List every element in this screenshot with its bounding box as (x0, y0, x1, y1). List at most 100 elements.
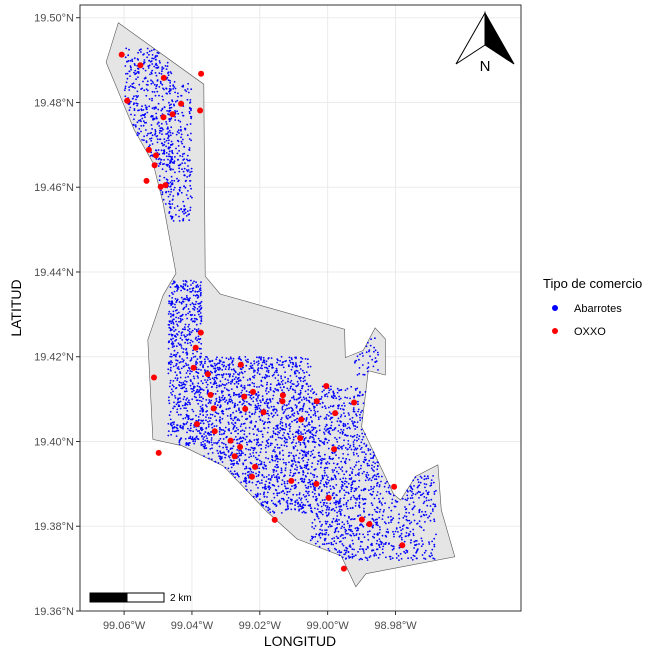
abarrotes-point (168, 106, 171, 109)
abarrotes-point (421, 554, 424, 556)
abarrotes-point (244, 477, 246, 480)
abarrotes-point (255, 393, 257, 395)
abarrotes-point (247, 448, 250, 451)
abarrotes-point (340, 540, 342, 543)
abarrotes-point (293, 459, 296, 462)
abarrotes-point (288, 451, 290, 454)
abarrotes-point (357, 410, 359, 413)
abarrotes-point (308, 504, 311, 507)
abarrotes-point (289, 430, 291, 433)
abarrotes-point (305, 417, 308, 419)
abarrotes-point (167, 134, 170, 137)
abarrotes-point (199, 289, 202, 292)
abarrotes-point (189, 370, 192, 372)
abarrotes-point (232, 459, 235, 462)
abarrotes-point (241, 372, 244, 375)
abarrotes-point (208, 432, 211, 435)
abarrotes-point (310, 466, 313, 468)
abarrotes-point (297, 393, 300, 395)
abarrotes-point (425, 513, 428, 516)
abarrotes-point (179, 120, 182, 123)
abarrotes-point (305, 465, 308, 467)
abarrotes-point (270, 357, 273, 359)
abarrotes-point (424, 549, 427, 552)
abarrotes-point (267, 391, 270, 393)
abarrotes-point (343, 461, 346, 464)
abarrotes-point (191, 196, 193, 199)
abarrotes-point (222, 446, 225, 449)
abarrotes-point (370, 467, 373, 470)
abarrotes-point (318, 429, 321, 432)
abarrotes-point (261, 385, 264, 387)
abarrotes-point (228, 456, 231, 459)
abarrotes-point (365, 474, 368, 476)
abarrotes-point (129, 65, 132, 68)
abarrotes-point (204, 444, 207, 447)
abarrotes-point (422, 543, 424, 546)
abarrotes-point (347, 551, 350, 553)
abarrotes-point (169, 206, 172, 208)
abarrotes-point (171, 427, 174, 430)
abarrotes-point (169, 169, 172, 171)
abarrotes-point (218, 396, 221, 399)
abarrotes-point (222, 413, 225, 415)
abarrotes-point (190, 170, 193, 173)
abarrotes-point (173, 405, 176, 408)
abarrotes-point (362, 373, 365, 376)
abarrotes-point (218, 366, 221, 369)
abarrotes-point (226, 448, 228, 451)
abarrotes-point (170, 342, 173, 345)
abarrotes-point (381, 548, 384, 550)
abarrotes-point (349, 474, 351, 477)
abarrotes-point (368, 530, 371, 533)
abarrotes-point (279, 421, 282, 423)
abarrotes-point (174, 397, 177, 399)
abarrotes-point (291, 383, 294, 385)
abarrotes-point (275, 476, 278, 479)
abarrotes-point (335, 478, 337, 480)
abarrotes-point (312, 427, 315, 429)
abarrotes-point (349, 397, 351, 400)
abarrotes-point (175, 430, 177, 433)
abarrotes-point (190, 88, 193, 91)
abarrotes-point (375, 510, 377, 513)
abarrotes-point (219, 416, 222, 419)
abarrotes-point (305, 490, 307, 493)
abarrotes-point (275, 425, 278, 427)
abarrotes-point (280, 512, 283, 514)
abarrotes-point (388, 543, 390, 545)
abarrotes-point (301, 454, 304, 456)
abarrotes-point (298, 508, 301, 511)
abarrotes-point (146, 111, 149, 114)
abarrotes-point (263, 376, 266, 379)
abarrotes-point (366, 370, 369, 373)
abarrotes-point (144, 76, 147, 79)
abarrotes-point (199, 413, 202, 416)
abarrotes-point (412, 528, 415, 531)
abarrotes-point (256, 368, 259, 371)
abarrotes-point (420, 545, 423, 547)
abarrotes-point (217, 462, 220, 464)
abarrotes-point (245, 441, 248, 444)
abarrotes-point (266, 410, 269, 412)
abarrotes-point (316, 503, 319, 505)
abarrotes-point (409, 530, 412, 533)
abarrotes-point (249, 468, 252, 471)
abarrotes-point (175, 359, 178, 361)
abarrotes-point (367, 531, 369, 533)
abarrotes-point (240, 368, 243, 371)
abarrotes-point (320, 459, 323, 462)
abarrotes-point (218, 431, 221, 433)
abarrotes-point (218, 420, 221, 422)
legend-key-abarrotes (552, 305, 558, 311)
abarrotes-point (209, 382, 212, 384)
abarrotes-point (271, 367, 273, 369)
abarrotes-point (190, 418, 192, 421)
abarrotes-point (148, 59, 151, 62)
abarrotes-point (177, 193, 180, 195)
abarrotes-point (177, 119, 180, 122)
abarrotes-point (188, 332, 191, 335)
abarrotes-point (141, 87, 144, 90)
abarrotes-point (298, 401, 301, 403)
abarrotes-point (202, 440, 205, 443)
